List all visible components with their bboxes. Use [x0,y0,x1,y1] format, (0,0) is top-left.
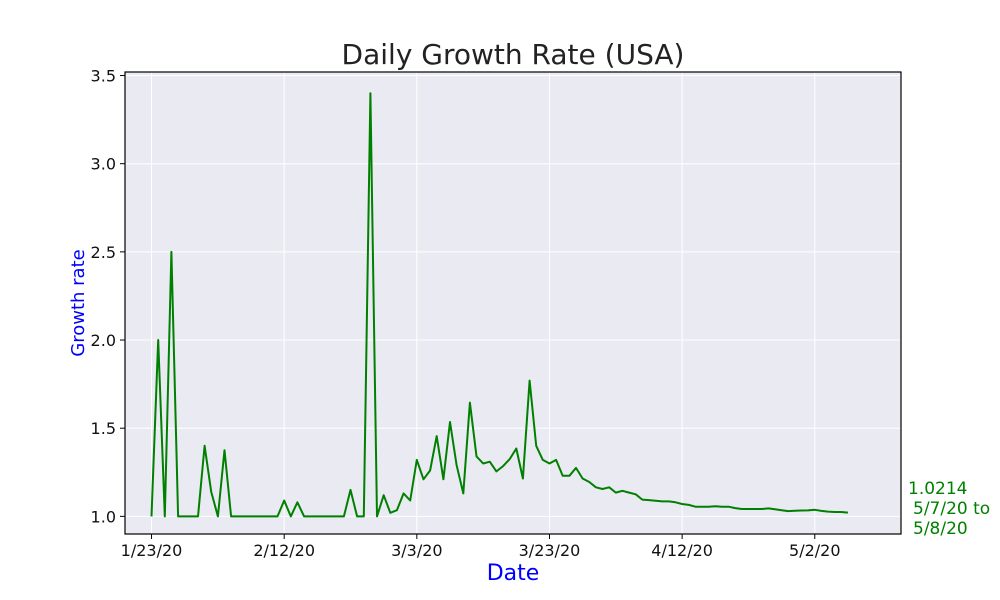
x-tick-label: 2/12/20 [253,541,315,560]
y-tick-label: 3.0 [91,155,116,174]
y-tick-label: 3.5 [91,67,116,86]
chart-title: Daily Growth Rate (USA) [342,38,685,71]
y-axis-label: Growth rate [68,249,89,356]
y-tick-label: 1.0 [91,507,116,526]
annotation-value: 1.0214 [908,479,967,499]
series-line-growth-rate [150,92,848,518]
annotation-date-range-line1: 5/7/20 to [913,499,990,519]
y-axis-ticks: 1.0 1.5 2.0 2.5 3.0 3.5 [91,67,125,526]
x-tick-label: 4/12/20 [651,541,713,560]
x-axis-ticks: 1/23/20 2/12/20 3/3/20 3/23/20 4/12/20 5/2/20 [121,534,841,560]
plot-frame [124,71,902,535]
plot-background [125,72,901,534]
x-tick-label: 3/23/20 [519,541,581,560]
x-tick-label: 3/3/20 [391,541,443,560]
x-axis-label: Date [487,561,540,586]
y-tick-label: 2.5 [91,243,116,262]
x-tick-label: 5/2/20 [789,541,841,560]
x-tick-label: 1/23/20 [121,541,183,560]
y-tick-label: 2.0 [91,331,116,350]
y-tick-label: 1.5 [91,419,116,438]
annotation-date-range-line2: 5/8/20 [913,519,968,539]
